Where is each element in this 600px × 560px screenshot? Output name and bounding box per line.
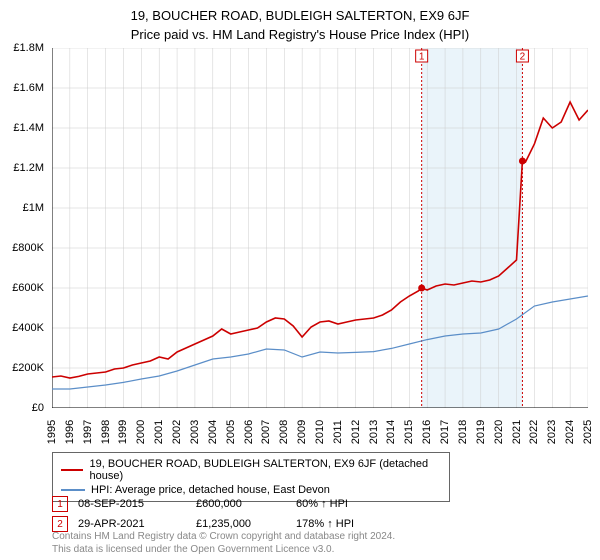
x-tick-label: 2023	[546, 420, 558, 444]
x-tick-label: 2002	[171, 420, 183, 444]
legend-swatch-1	[61, 469, 83, 471]
x-tick-label: 2007	[260, 420, 272, 444]
x-tick-label: 1999	[117, 420, 129, 444]
x-tick-label: 1995	[46, 420, 58, 444]
x-tick-label: 2019	[475, 420, 487, 444]
x-tick-label: 2001	[153, 420, 165, 444]
x-tick-label: 2015	[403, 420, 415, 444]
plot-svg: 12	[52, 48, 588, 408]
x-tick-label: 2013	[368, 420, 380, 444]
x-tick-label: 2006	[243, 420, 255, 444]
x-tick-label: 2003	[189, 420, 201, 444]
footer-line-1: Contains HM Land Registry data © Crown c…	[52, 531, 395, 544]
sale-delta-2: 178% ↑ HPI	[296, 518, 354, 530]
sale-marker-badge-1: 1	[52, 496, 68, 512]
x-tick-label: 2008	[278, 420, 290, 444]
x-tick-label: 2011	[332, 420, 344, 444]
footer-line-2: This data is licensed under the Open Gov…	[52, 544, 395, 557]
y-tick-label: £200K	[12, 362, 44, 374]
footer-attribution: Contains HM Land Registry data © Crown c…	[52, 531, 395, 556]
legend-label-1: 19, BOUCHER ROAD, BUDLEIGH SALTERTON, EX…	[89, 458, 441, 482]
x-tick-label: 2020	[493, 420, 505, 444]
y-tick-label: £1.8M	[13, 42, 44, 54]
y-tick-label: £1.2M	[13, 162, 44, 174]
x-tick-label: 1997	[82, 420, 94, 444]
sale-marker-badge-2: 2	[52, 516, 68, 532]
x-tick-label: 2025	[582, 420, 594, 444]
legend-swatch-2	[61, 489, 85, 491]
x-axis: 1995199619971998199920002001200220032004…	[52, 408, 588, 450]
x-tick-label: 2000	[135, 420, 147, 444]
y-tick-label: £1.6M	[13, 82, 44, 94]
sale-delta-1: 60% ↑ HPI	[296, 498, 348, 510]
y-tick-label: £1M	[23, 202, 44, 214]
y-tick-label: £0	[32, 402, 44, 414]
x-tick-label: 2016	[421, 420, 433, 444]
svg-text:2: 2	[520, 52, 526, 63]
svg-text:1: 1	[419, 52, 425, 63]
chart-title: 19, BOUCHER ROAD, BUDLEIGH SALTERTON, EX…	[0, 0, 600, 23]
sale-price-2: £1,235,000	[196, 518, 296, 530]
x-tick-label: 2005	[225, 420, 237, 444]
legend-item-series-1: 19, BOUCHER ROAD, BUDLEIGH SALTERTON, EX…	[61, 457, 441, 483]
x-tick-label: 2022	[528, 420, 540, 444]
chart-subtitle: Price paid vs. HM Land Registry's House …	[0, 23, 600, 48]
y-tick-label: £400K	[12, 322, 44, 334]
x-tick-label: 2018	[457, 420, 469, 444]
y-tick-label: £800K	[12, 242, 44, 254]
x-tick-label: 2004	[207, 420, 219, 444]
x-tick-label: 1996	[64, 420, 76, 444]
sale-markers-list: 1 08-SEP-2015 £600,000 60% ↑ HPI 2 29-AP…	[52, 494, 354, 534]
x-tick-label: 2009	[296, 420, 308, 444]
y-tick-label: £600K	[12, 282, 44, 294]
sale-row-1: 1 08-SEP-2015 £600,000 60% ↑ HPI	[52, 494, 354, 514]
y-tick-label: £1.4M	[13, 122, 44, 134]
x-tick-label: 2024	[564, 420, 576, 444]
x-tick-label: 2017	[439, 420, 451, 444]
sale-date-1: 08-SEP-2015	[78, 498, 196, 510]
sale-price-1: £600,000	[196, 498, 296, 510]
sale-date-2: 29-APR-2021	[78, 518, 196, 530]
chart-container: 19, BOUCHER ROAD, BUDLEIGH SALTERTON, EX…	[0, 0, 600, 560]
chart-plot-area: £0£200K£400K£600K£800K£1M£1.2M£1.4M£1.6M…	[52, 48, 588, 408]
x-tick-label: 2014	[385, 420, 397, 444]
y-axis: £0£200K£400K£600K£800K£1M£1.2M£1.4M£1.6M…	[0, 48, 48, 408]
x-tick-label: 2010	[314, 420, 326, 444]
x-tick-label: 2012	[350, 420, 362, 444]
x-tick-label: 2021	[511, 420, 523, 444]
x-tick-label: 1998	[100, 420, 112, 444]
